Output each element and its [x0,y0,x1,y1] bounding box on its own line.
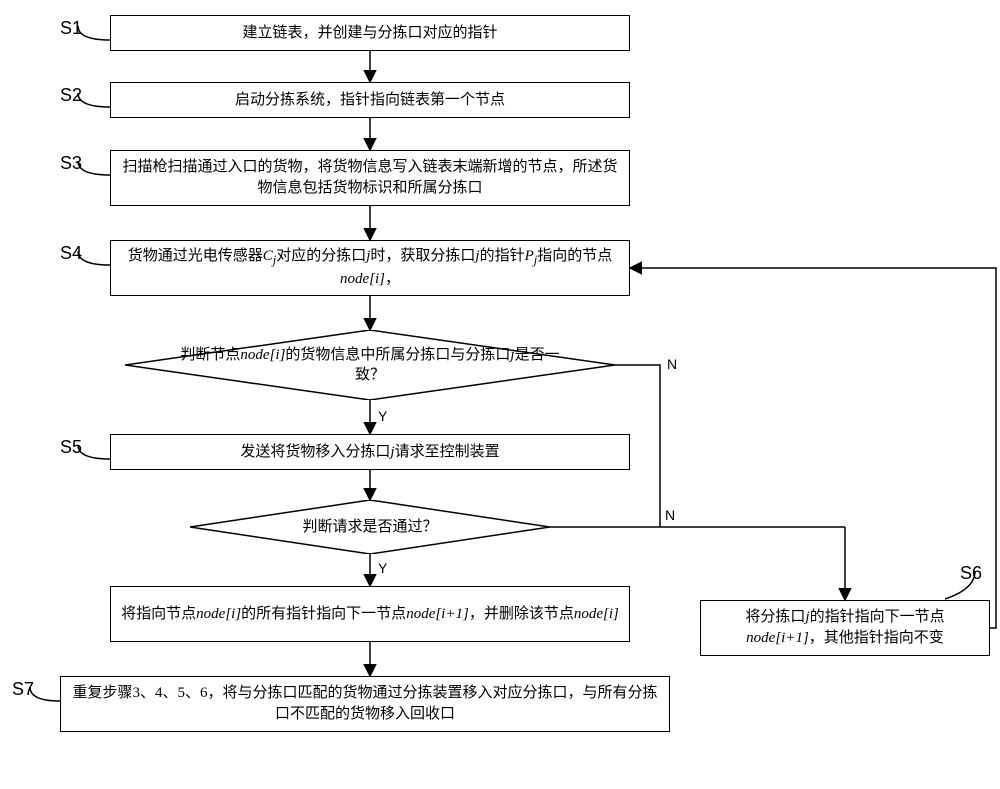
node-s2: 启动分拣系统，指针指向链表第一个节点 [110,82,630,118]
node-s5: 发送将货物移入分拣口j请求至控制装置 [110,434,630,470]
node-s5b: 将指向节点node[i]的所有指针指向下一节点node[i+1]，并删除该节点n… [110,586,630,642]
edge-y1: Y [378,408,387,424]
step-label-s3: S3 [60,153,82,174]
node-s7: 重复步骤3、4、5、6，将与分拣口匹配的货物通过分拣装置移入对应分拣口，与所有分… [60,676,670,732]
step-label-s4: S4 [60,243,82,264]
edge-y2: Y [378,560,387,576]
decision-d1: 判断节点node[i]的货物信息中所属分拣口与分拣口j是否一致？ [125,330,615,400]
step-label-s1: S1 [60,18,82,39]
node-s1: 建立链表，并创建与分拣口对应的指针 [110,15,630,51]
node-s4: 货物通过光电传感器Cj对应的分拣口j时，获取分拣口j的指针Pj指向的节点node… [110,240,630,296]
step-label-s2: S2 [60,85,82,106]
decision-d2: 判断请求是否通过？ [190,500,550,554]
node-s6: 将分拣口j的指针指向下一节点node[i+1]，其他指针指向不变 [700,600,990,656]
step-label-s6: S6 [960,563,982,584]
step-label-s7: S7 [12,679,34,700]
step-label-s5: S5 [60,437,82,458]
node-s3: 扫描枪扫描通过入口的货物，将货物信息写入链表末端新增的节点，所述货物信息包括货物… [110,150,630,206]
edge-n1: N [667,356,677,372]
edge-n2: N [665,507,675,523]
